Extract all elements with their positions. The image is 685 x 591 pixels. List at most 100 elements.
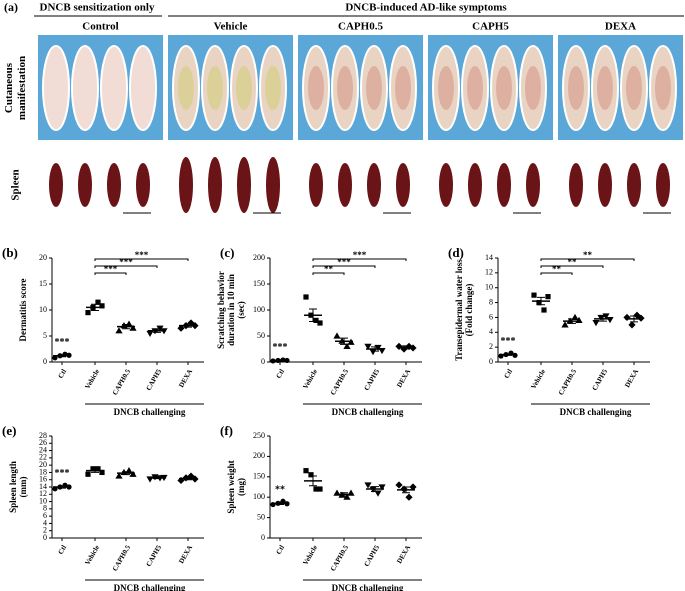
data-point (364, 343, 372, 350)
data-point (374, 490, 382, 497)
significance-label: *** (55, 337, 70, 348)
y-tick-label: 18 (39, 467, 47, 476)
error-bar (309, 475, 317, 487)
data-point (313, 486, 319, 492)
row-label: manifestation (16, 56, 28, 120)
data-point (369, 349, 377, 356)
header-left: DNCB sensitization only (40, 2, 155, 14)
group-label: DNCB challenging (114, 583, 186, 591)
y-axis-label: Dermatitis score (18, 278, 28, 341)
y-tick-label: 50 (257, 512, 265, 521)
y-tick-label: 28 (39, 431, 47, 440)
x-tick-label: CAPH0.5 (329, 543, 350, 572)
group-label: DNCB challenging (332, 407, 404, 417)
y-tick-label: 0 (261, 533, 265, 542)
spleen (266, 157, 280, 213)
y-axis-label: (mm) (18, 477, 28, 498)
y-tick-label: 50 (257, 331, 265, 340)
mouse (71, 45, 99, 131)
x-tick-label: DEXA (395, 544, 412, 565)
group-label: CAPH5 (472, 21, 509, 33)
y-tick-label: 100 (253, 305, 265, 314)
data-point (177, 324, 185, 332)
row-label: Cutaneous (3, 62, 15, 113)
lesion (655, 66, 671, 110)
lesion (525, 66, 541, 110)
x-tick-label: DEXA (177, 368, 194, 389)
x-tick-label: Vehicle (83, 544, 101, 567)
error-bar (276, 501, 284, 506)
y-tick-label: 150 (253, 472, 265, 481)
y-tick-label: 6 (43, 511, 47, 520)
data-point (409, 483, 417, 491)
bracket-label: *** (337, 257, 351, 267)
error-bar (184, 477, 192, 481)
bracket (312, 272, 345, 275)
spleen (656, 163, 670, 207)
y-tick-label: 10 (39, 496, 47, 505)
lesion (597, 66, 613, 110)
y-axis-label: (mg) (236, 478, 246, 496)
y-tick-label: 2 (43, 526, 47, 535)
panel-label: (c) (220, 245, 234, 260)
data-point (561, 321, 569, 328)
data-point (628, 321, 636, 329)
bracket-label: *** (353, 250, 367, 260)
x-tick-label: Ctl (57, 368, 69, 380)
y-axis-label: Scratching behavior (216, 271, 226, 349)
data-point (115, 472, 123, 479)
spleen (107, 163, 121, 207)
data-point (378, 484, 386, 491)
data-point (333, 332, 341, 339)
spleen (208, 157, 222, 213)
data-point (146, 330, 154, 337)
error-bar (402, 345, 410, 350)
x-tick-label: Vehicle (529, 368, 547, 391)
data-point (125, 320, 133, 327)
spleen (396, 163, 410, 207)
panel-label: (f) (220, 423, 233, 438)
y-tick-label: 2 (489, 342, 493, 351)
x-tick-label: Vehicle (83, 368, 101, 391)
y-tick-label: 20 (39, 460, 47, 469)
y-axis-label: Spleen length (8, 461, 18, 513)
error-bar (58, 354, 66, 358)
x-tick-label: Vehicle (301, 368, 319, 391)
x-tick-label: CAPH5 (363, 367, 382, 392)
spleen (179, 157, 193, 213)
y-tick-label: 10 (39, 305, 47, 314)
bracket-label: *** (104, 264, 118, 274)
data-point (317, 320, 323, 326)
x-tick-label: CAPH0.5 (111, 543, 132, 572)
error-bar (340, 492, 348, 497)
data-point (52, 355, 58, 361)
x-tick-label: Ctl (57, 544, 69, 556)
y-tick-label: 0 (43, 533, 47, 542)
lesion (395, 66, 411, 110)
mouse (42, 45, 70, 131)
y-tick-label: 150 (253, 279, 265, 288)
bracket (94, 272, 127, 275)
spleen (78, 163, 92, 207)
lesion (265, 66, 281, 110)
error-bar (91, 303, 99, 312)
spleen (338, 163, 352, 207)
data-point (85, 471, 91, 477)
x-tick-label: CAPH5 (145, 367, 164, 392)
lesion (496, 66, 512, 110)
data-point (541, 307, 547, 313)
y-tick-label: 100 (253, 492, 265, 501)
error-bar (184, 323, 192, 328)
x-tick-label: DEXA (395, 368, 412, 389)
x-tick-label: Ctl (503, 368, 515, 380)
error-bar (153, 476, 161, 480)
lesion (236, 66, 252, 110)
y-tick-label: 8 (43, 504, 47, 513)
y-axis-label: (Fold change) (464, 284, 474, 337)
y-tick-label: 20 (39, 253, 47, 262)
error-bar (58, 485, 66, 489)
error-bar (371, 486, 379, 492)
lesion (467, 66, 483, 110)
spleen (526, 163, 540, 207)
